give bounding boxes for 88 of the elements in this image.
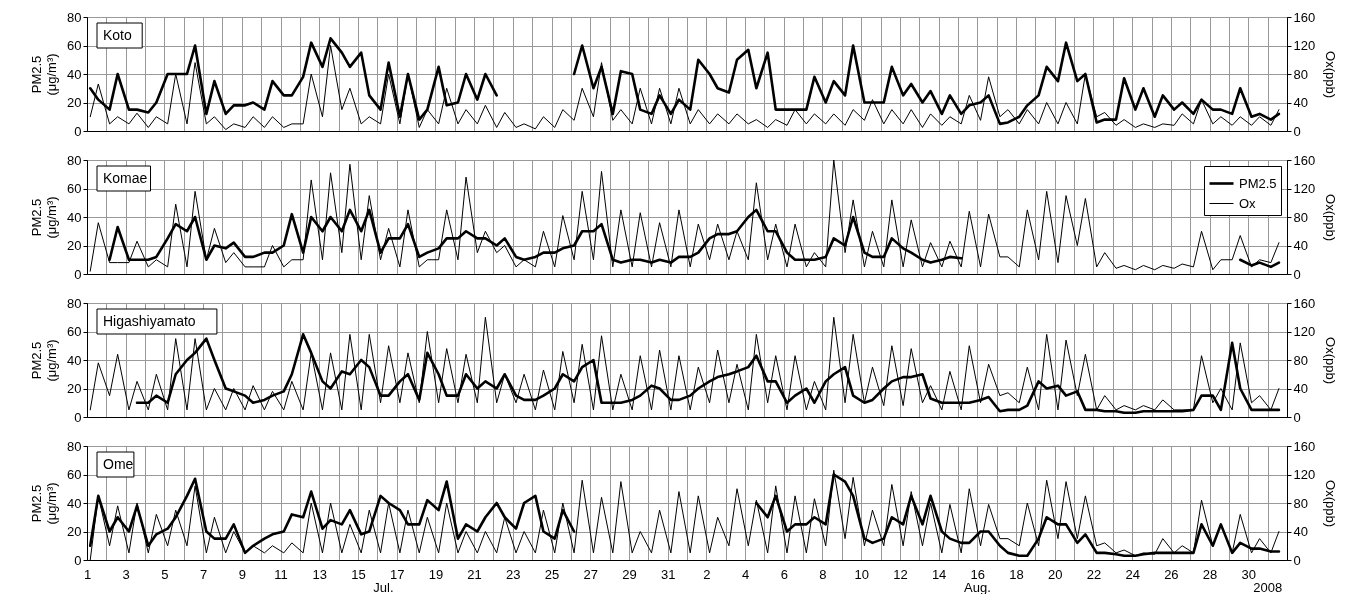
y2-axis-title: Ox(ppb) <box>1323 337 1339 384</box>
y-tick-label: 0 <box>74 552 82 568</box>
y-tick-label: 80 <box>67 438 82 454</box>
y-tick-label: 0 <box>74 123 82 139</box>
x-tick-label: 24 <box>1125 566 1140 582</box>
text: Jul. <box>373 580 394 594</box>
y2-tick-label: 40 <box>1293 381 1308 396</box>
y2-axis-title: Ox(ppb) <box>1323 480 1339 527</box>
x-tick-label: 4 <box>741 566 750 582</box>
text: Koto <box>103 27 133 43</box>
y-tick-label: 40 <box>67 66 82 82</box>
y2-tick-label: 40 <box>1293 524 1308 539</box>
x-tick-label: 31 <box>660 566 676 582</box>
y-tick-label: 0 <box>74 266 82 282</box>
x-tick-label: 14 <box>931 566 947 582</box>
y2-tick-label: 80 <box>1293 66 1308 82</box>
x-tick-label: 12 <box>893 566 908 582</box>
x-tick-label: 23 <box>506 566 521 582</box>
x-tick-label: 2 <box>703 566 711 582</box>
y2-tick-label: 0 <box>1293 266 1301 282</box>
y-tick-label: 0 <box>74 409 82 425</box>
x-tick-label: 1 <box>83 566 92 582</box>
y2-tick-label: 160 <box>1293 438 1316 454</box>
y-tick-label: 20 <box>67 524 82 539</box>
x-tick-label: 6 <box>780 566 788 582</box>
y2-tick-label: 120 <box>1293 467 1316 482</box>
y-tick-label: 20 <box>67 381 82 396</box>
y-tick-label: 20 <box>67 95 82 110</box>
x-tick-label: 7 <box>200 566 208 582</box>
y-tick-label: 80 <box>67 295 82 311</box>
x-tick-label: 19 <box>428 566 444 582</box>
y-tick-label: 60 <box>67 467 82 482</box>
y2-tick-label: 120 <box>1293 324 1316 339</box>
y-tick-label: 60 <box>67 324 82 339</box>
text: Higashiyamato <box>103 313 196 329</box>
y2-tick-label: 40 <box>1293 95 1308 110</box>
y2-axis-title: Ox(ppb) <box>1323 51 1339 98</box>
x-tick-label: 17 <box>389 566 405 582</box>
x-tick-label: 5 <box>161 566 169 582</box>
legend-label: Ox <box>1239 195 1257 211</box>
x-tick-label: 25 <box>544 566 560 582</box>
y2-tick-label: 40 <box>1293 238 1308 253</box>
text: 2008 <box>1253 580 1283 594</box>
y2-tick-label: 80 <box>1293 495 1308 511</box>
text: Aug. <box>964 580 991 594</box>
y-tick-label: 80 <box>67 9 82 25</box>
y-axis-title: PM2.5 (μg/m³) <box>29 339 60 382</box>
x-tick-label: 11 <box>274 566 288 582</box>
text: Ome <box>103 456 134 472</box>
x-tick-label: 29 <box>622 566 637 582</box>
y2-axis-title: Ox(ppb) <box>1323 194 1339 241</box>
y-tick-label: 40 <box>67 209 82 225</box>
y2-tick-label: 120 <box>1293 181 1316 196</box>
y2-tick-label: 0 <box>1293 409 1301 425</box>
x-tick-label: 27 <box>583 566 598 582</box>
y2-tick-label: 160 <box>1293 152 1316 168</box>
y-axis-title: PM2.5 (μg/m³) <box>29 482 60 525</box>
y-tick-label: 60 <box>67 181 82 196</box>
x-tick-label: 20 <box>1048 566 1063 582</box>
text: Komae <box>103 170 148 186</box>
x-tick-label: 8 <box>819 566 827 582</box>
x-tick-label: 30 <box>1241 566 1257 582</box>
y2-tick-label: 0 <box>1293 552 1301 568</box>
y-tick-label: 80 <box>67 152 82 168</box>
y-axis-title: PM2.5 (μg/m³) <box>29 196 60 239</box>
x-tick-label: 13 <box>312 566 327 582</box>
y2-tick-label: 0 <box>1293 123 1301 139</box>
legend-label: PM2.5 <box>1239 175 1277 191</box>
y-tick-label: 20 <box>67 238 82 253</box>
x-tick-label: 3 <box>122 566 130 582</box>
y2-tick-label: 160 <box>1293 295 1316 311</box>
y-tick-label: 40 <box>67 352 82 368</box>
y-tick-label: 40 <box>67 495 82 511</box>
x-tick-label: 22 <box>1086 566 1102 582</box>
x-tick-label: 21 <box>467 566 482 582</box>
x-tick-label: 16 <box>970 566 986 582</box>
x-tick-label: 26 <box>1164 566 1179 582</box>
y2-tick-label: 80 <box>1293 209 1308 225</box>
y-axis-title: PM2.5 (μg/m³) <box>29 53 60 96</box>
x-tick-label: 18 <box>1009 566 1024 582</box>
y2-tick-label: 120 <box>1293 38 1316 53</box>
x-tick-label: 15 <box>351 566 366 582</box>
x-tick-label: 9 <box>238 566 246 582</box>
x-tick-label: 28 <box>1202 566 1218 582</box>
y2-tick-label: 80 <box>1293 352 1308 368</box>
x-tick-label: 10 <box>854 566 869 582</box>
y2-tick-label: 160 <box>1293 9 1316 25</box>
y-tick-label: 60 <box>67 38 82 53</box>
